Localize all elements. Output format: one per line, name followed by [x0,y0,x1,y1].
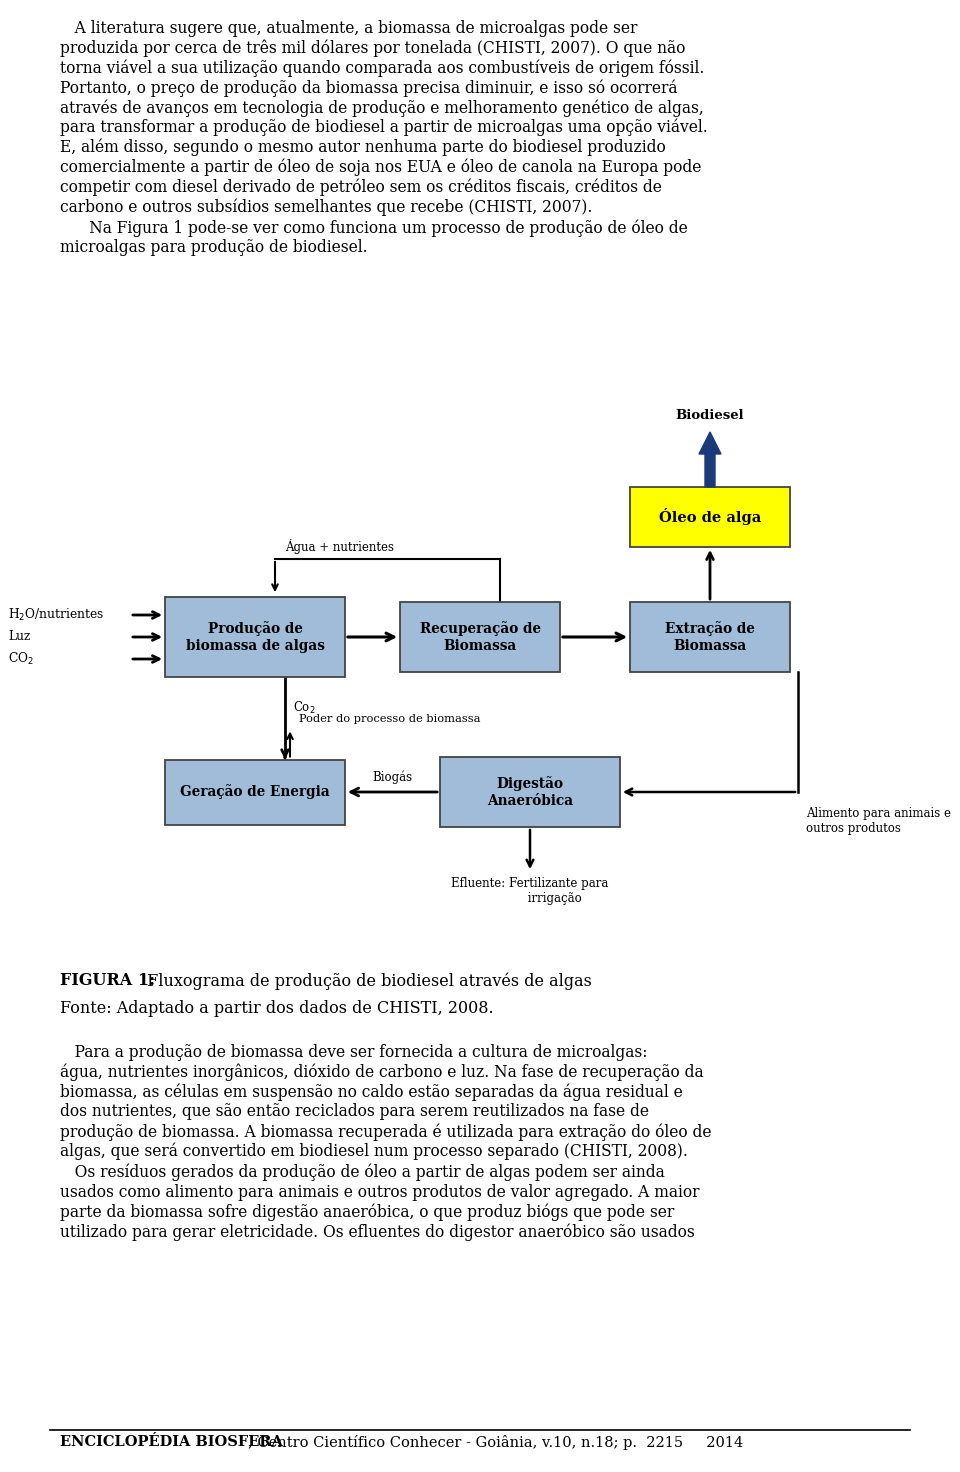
Text: através de avanços em tecnologia de produção e melhoramento genético de algas,: através de avanços em tecnologia de prod… [60,99,704,116]
Text: dos nutrientes, que são então reciclados para serem reutilizados na fase de: dos nutrientes, que são então reciclados… [60,1104,649,1120]
Text: ENCICLOPÉDIA BIOSFERA: ENCICLOPÉDIA BIOSFERA [60,1435,283,1448]
Text: Biodiesel: Biodiesel [676,409,744,422]
Text: microalgas para produção de biodiesel.: microalgas para produção de biodiesel. [60,238,368,256]
Text: Os resíduos gerados da produção de óleo a partir de algas podem ser ainda: Os resíduos gerados da produção de óleo … [60,1164,664,1182]
Text: A literatura sugere que, atualmente, a biomassa de microalgas pode ser: A literatura sugere que, atualmente, a b… [60,21,637,37]
Text: Extração de
Biomassa: Extração de Biomassa [665,621,755,652]
Text: Água + nutrientes: Água + nutrientes [285,539,395,553]
Text: Poder do processo de biomassa: Poder do processo de biomassa [300,714,481,724]
Text: E, além disso, segundo o mesmo autor nenhuma parte do biodiesel produzido: E, além disso, segundo o mesmo autor nen… [60,138,665,156]
FancyBboxPatch shape [630,487,790,548]
Text: água, nutrientes inorgânicos, dióxido de carbono e luz. Na fase de recuperação d: água, nutrientes inorgânicos, dióxido de… [60,1064,704,1082]
Text: Fonte: Adaptado a partir dos dados de CHISTI, 2008.: Fonte: Adaptado a partir dos dados de CH… [60,999,493,1017]
Text: algas, que será convertido em biodiesel num processo separado (CHISTI, 2008).: algas, que será convertido em biodiesel … [60,1142,688,1160]
Text: Efluente: Fertilizante para
             irrigação: Efluente: Fertilizante para irrigação [451,877,609,905]
Polygon shape [699,431,721,487]
Text: Recuperação de
Biomassa: Recuperação de Biomassa [420,621,540,652]
FancyBboxPatch shape [165,760,345,824]
Text: CO$_2$: CO$_2$ [8,651,34,667]
Text: competir com diesel derivado de petróleo sem os créditos fiscais, créditos de: competir com diesel derivado de petróleo… [60,178,661,196]
FancyBboxPatch shape [165,598,345,677]
FancyBboxPatch shape [440,757,620,827]
Text: produção de biomassa. A biomassa recuperada é utilizada para extração do óleo de: produção de biomassa. A biomassa recuper… [60,1123,711,1141]
Text: para transformar a produção de biodiesel a partir de microalgas uma opção viável: para transformar a produção de biodiesel… [60,119,708,137]
Text: Digestão
Anaeróbica: Digestão Anaeróbica [487,776,573,808]
Text: comercialmente a partir de óleo de soja nos EUA e óleo de canola na Europa pode: comercialmente a partir de óleo de soja … [60,159,702,177]
FancyBboxPatch shape [630,602,790,673]
Text: usados como alimento para animais e outros produtos de valor agregado. A maior: usados como alimento para animais e outr… [60,1183,700,1201]
Text: FIGURA 1:: FIGURA 1: [60,972,156,989]
Text: Biogás: Biogás [372,770,413,785]
Text: biomassa, as células em suspensão no caldo estão separadas da água residual e: biomassa, as células em suspensão no cal… [60,1083,683,1101]
Text: Fluxograma de produção de biodiesel através de algas: Fluxograma de produção de biodiesel atra… [142,972,592,989]
Text: , Centro Científico Conhecer - Goiânia, v.10, n.18; p.  2215     2014: , Centro Científico Conhecer - Goiânia, … [248,1435,743,1450]
Text: Co$_2$: Co$_2$ [293,701,316,717]
Text: Geração de Energia: Geração de Energia [180,785,330,799]
Text: Luz: Luz [8,630,31,643]
Text: carbono e outros subsídios semelhantes que recebe (CHISTI, 2007).: carbono e outros subsídios semelhantes q… [60,199,592,216]
Text: Para a produção de biomassa deve ser fornecida a cultura de microalgas:: Para a produção de biomassa deve ser for… [60,1044,647,1061]
Text: produzida por cerca de três mil dólares por tonelada (CHISTI, 2007). O que não: produzida por cerca de três mil dólares … [60,40,685,57]
Text: Portanto, o preço de produção da biomassa precisa diminuir, e isso só ocorrerá: Portanto, o preço de produção da biomass… [60,79,678,97]
Text: Produção de
biomassa de algas: Produção de biomassa de algas [185,621,324,652]
Text: Alimento para animais e
outros produtos: Alimento para animais e outros produtos [806,807,951,835]
Text: H$_2$O/nutrientes: H$_2$O/nutrientes [8,606,105,623]
Text: utilizado para gerar eletricidade. Os efluentes do digestor anaeróbico são usado: utilizado para gerar eletricidade. Os ef… [60,1223,695,1241]
Text: Óleo de alga: Óleo de alga [659,508,761,526]
Text: parte da biomassa sofre digestão anaeróbica, o que produz biógs que pode ser: parte da biomassa sofre digestão anaerób… [60,1204,674,1220]
FancyBboxPatch shape [400,602,560,673]
Text: Na Figura 1 pode-se ver como funciona um processo de produção de óleo de: Na Figura 1 pode-se ver como funciona um… [60,219,687,237]
Text: torna viável a sua utilização quando comparada aos combustíveis de origem fóssil: torna viável a sua utilização quando com… [60,59,705,77]
